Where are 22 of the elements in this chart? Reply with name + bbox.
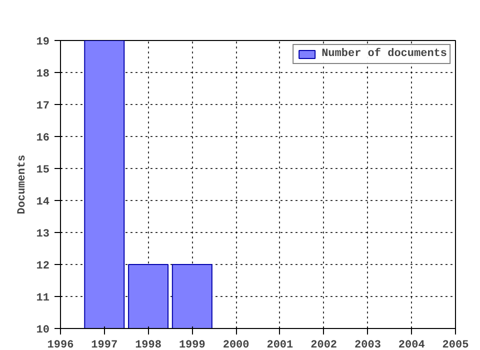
x-tick-label: 2000 (222, 340, 250, 350)
y-tick-label: 19 (36, 36, 50, 48)
y-tick-label: 14 (36, 196, 50, 208)
y-tick-label: 16 (36, 132, 50, 144)
x-tick-label: 1999 (178, 340, 206, 350)
x-tick-label: 2002 (310, 340, 338, 350)
y-tick-label: 10 (36, 324, 50, 336)
y-tick-label: 13 (36, 228, 50, 240)
x-tick-label: 1997 (91, 340, 118, 350)
x-tick-label: 2004 (398, 340, 426, 350)
y-tick-label: 12 (36, 260, 50, 272)
y-tick-label: 17 (36, 100, 50, 112)
x-tick-label: 1996 (47, 340, 74, 350)
x-tick-label: 2003 (354, 340, 382, 350)
x-tick-label: 1998 (135, 340, 162, 350)
legend-label: Number of documents (322, 48, 447, 60)
x-tick-label: 2005 (442, 340, 470, 350)
y-tick-label: 15 (36, 164, 50, 176)
y-axis-title: Documents (16, 154, 28, 214)
y-tick-label: 18 (36, 68, 50, 80)
y-tick-label: 11 (36, 292, 50, 304)
x-tick-label: 2001 (266, 340, 294, 350)
